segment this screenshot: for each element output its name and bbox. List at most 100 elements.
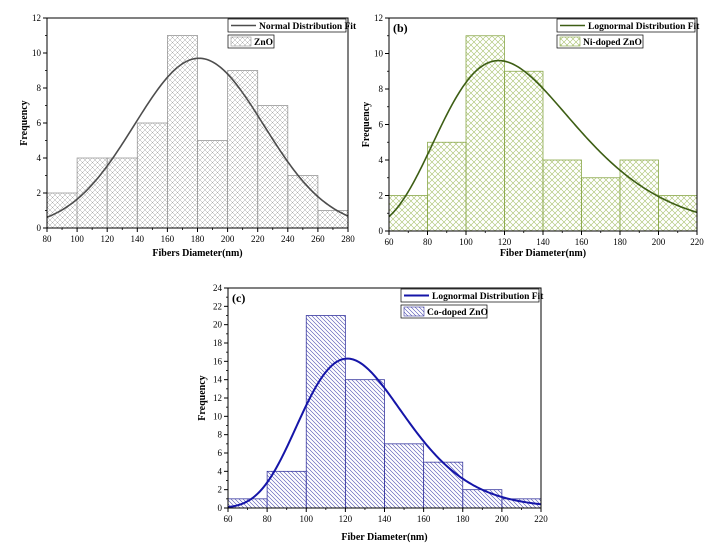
y-tick-label: 0: [379, 226, 384, 236]
x-tick-label: 160: [417, 514, 431, 524]
histogram-bar: [166, 35, 198, 229]
histogram-bar: [305, 315, 346, 509]
y-tick-label: 8: [218, 430, 223, 440]
y-axis-label: Frequency: [361, 102, 372, 147]
histogram-bar: [465, 35, 505, 232]
y-tick-label: 2: [379, 191, 384, 201]
legend-series-swatch: [230, 36, 252, 47]
histogram-bar: [619, 159, 659, 232]
histogram-bar: [227, 70, 259, 229]
y-tick-label: 2: [218, 485, 223, 495]
histogram-bar: [136, 122, 168, 229]
x-tick-label: 240: [281, 234, 295, 244]
x-tick-label: 220: [251, 234, 265, 244]
y-tick-label: 12: [213, 393, 222, 403]
x-tick-label: 160: [575, 237, 589, 247]
legend-fit-label: Normal Distribution Fit: [259, 22, 357, 32]
x-tick-label: 120: [498, 237, 512, 247]
y-tick-label: 10: [374, 49, 384, 59]
x-tick-label: 140: [378, 514, 392, 524]
y-tick-label: 18: [213, 338, 223, 348]
legend: Normal Distribution Fit ZnO: [227, 18, 357, 49]
x-tick-label: 100: [459, 237, 473, 247]
legend-series-label: Co-doped ZnO: [427, 308, 488, 318]
chart-panel-a: 80 100 120 140 160 180 200 220 240 260 280 0 2 4 6 8 10 1…: [19, 13, 357, 259]
y-axis-label: Frequency: [197, 375, 208, 420]
x-tick-label: 220: [690, 237, 704, 247]
y-tick-label: 8: [37, 83, 42, 93]
y-tick-label: 24: [213, 283, 223, 293]
y-tick-label: 6: [218, 448, 223, 458]
x-tick-label: 200: [495, 514, 509, 524]
distribution-fit-curve: [46, 57, 349, 218]
x-tick-label: 180: [456, 514, 470, 524]
y-tick-label: 10: [213, 411, 223, 421]
x-axis-label: Fiber Diameter(nm): [341, 532, 427, 543]
x-tick-label: 80: [43, 234, 53, 244]
y-tick-label: 4: [379, 155, 384, 165]
histogram-bar: [76, 157, 108, 229]
x-tick-label: 120: [100, 234, 114, 244]
y-tick-label: 4: [218, 466, 223, 476]
x-tick-label: 140: [536, 237, 550, 247]
histogram-bar: [384, 443, 425, 509]
y-tick-label: 16: [213, 356, 223, 366]
distribution-fit-curve: [227, 357, 542, 509]
legend-series-label: Ni-doped ZnO: [583, 38, 642, 48]
histogram-bar: [257, 105, 289, 229]
legend: Lognormal Distribution Fit Ni-doped ZnO: [556, 18, 700, 49]
histogram-bar: [427, 141, 467, 232]
y-tick-label: 8: [379, 84, 384, 94]
y-tick-label: 20: [213, 320, 223, 330]
chart-panel-b: 60 80 100 120 140 160 180 200 220 0 2 4 6 8 10 12 Fiber …: [361, 13, 704, 259]
legend-box-fit: [400, 288, 540, 303]
legend-series-swatch: [559, 36, 581, 47]
y-tick-label: 6: [37, 118, 42, 128]
y-tick-label: 2: [37, 188, 42, 198]
y-tick-label: 12: [374, 13, 383, 23]
x-tick-label: 80: [263, 514, 273, 524]
x-tick-label: 200: [221, 234, 235, 244]
histogram-bar: [423, 461, 464, 509]
legend-series-swatch: [403, 306, 425, 317]
legend-box-fit: [556, 18, 696, 33]
legend-series-label: ZnO: [254, 38, 273, 48]
x-tick-label: 180: [613, 237, 627, 247]
x-tick-label: 280: [341, 234, 355, 244]
histogram-bar: [344, 379, 385, 509]
x-tick-label: 200: [652, 237, 666, 247]
y-tick-label: 6: [379, 120, 384, 130]
y-tick-label: 0: [218, 503, 223, 513]
histogram-bar: [581, 177, 621, 232]
histogram-bar: [388, 195, 428, 232]
histogram-bar: [462, 489, 503, 509]
x-axis-label: Fiber Diameter(nm): [500, 248, 586, 259]
panel-label: (c): [232, 291, 245, 305]
x-tick-label: 180: [191, 234, 205, 244]
y-tick-label: 12: [32, 13, 41, 23]
x-tick-label: 140: [131, 234, 145, 244]
histogram-bar: [106, 157, 138, 229]
legend: Lognormal Distribution Fit Co-doped ZnO: [400, 288, 544, 319]
histogram-bar: [287, 175, 319, 229]
histogram-bar: [658, 195, 698, 232]
x-tick-label: 120: [339, 514, 353, 524]
y-tick-label: 10: [32, 48, 42, 58]
x-tick-label: 80: [423, 237, 433, 247]
y-tick-label: 22: [213, 301, 222, 311]
x-tick-label: 60: [385, 237, 395, 247]
y-axis-label: Frequency: [19, 100, 30, 145]
y-tick-label: 4: [37, 153, 42, 163]
distribution-fit-curve: [388, 59, 698, 218]
x-tick-label: 220: [534, 514, 548, 524]
panel-label: (b): [393, 21, 408, 35]
x-tick-label: 100: [300, 514, 314, 524]
histogram-bar: [504, 70, 544, 232]
x-tick-label: 260: [311, 234, 325, 244]
histogram-bar: [266, 470, 307, 509]
y-tick-label: 0: [37, 223, 42, 233]
legend-box-fit: [227, 18, 347, 33]
x-tick-label: 60: [224, 514, 234, 524]
legend-fit-label: Lognormal Distribution Fit: [432, 292, 544, 302]
